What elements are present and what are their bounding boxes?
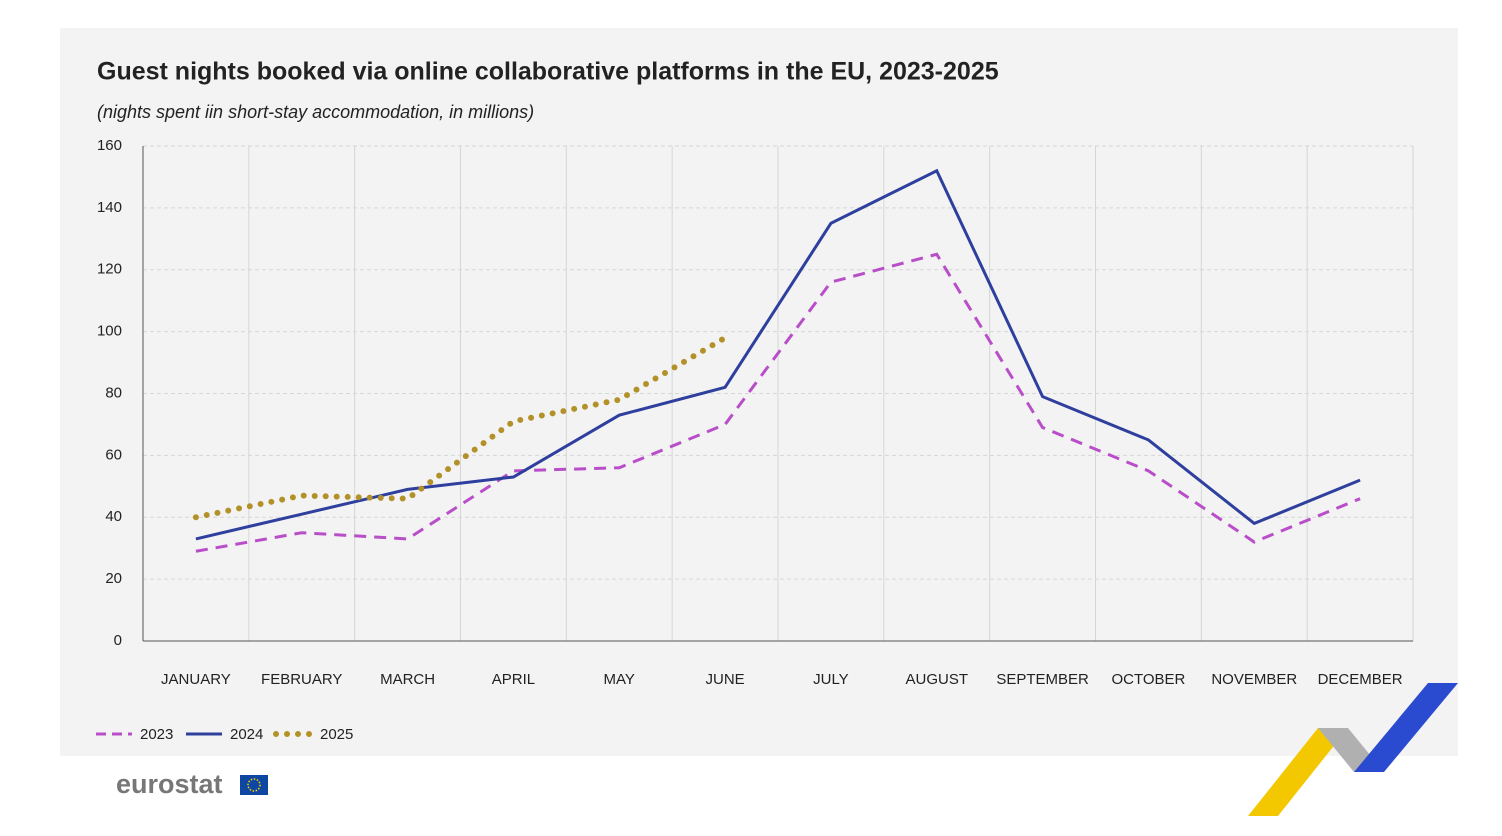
x-tick-label: JUNE (705, 671, 744, 688)
y-tick-label: 40 (105, 508, 122, 525)
x-tick-label: JULY (813, 671, 849, 688)
chart-title: Guest nights booked via online collabora… (97, 58, 999, 86)
x-tick-label: APRIL (492, 671, 535, 688)
x-tick-label: AUGUST (905, 671, 968, 688)
logo-stars (247, 778, 261, 792)
x-tick-label: FEBRUARY (261, 671, 342, 688)
legend-label: 2025 (320, 726, 353, 743)
y-tick-label: 80 (105, 384, 122, 401)
chart-subtitle: (nights spent iin short-stay accommodati… (97, 102, 534, 122)
x-tick-label: MARCH (380, 671, 435, 688)
decor-yellow (1248, 728, 1348, 816)
legend-label: 2024 (230, 726, 263, 743)
x-tick-label: SEPTEMBER (996, 671, 1089, 688)
y-tick-label: 120 (97, 261, 122, 278)
y-tick-label: 100 (97, 323, 122, 340)
series-line (192, 334, 729, 521)
y-tick-label: 160 (97, 137, 122, 154)
series-line (195, 168, 1361, 541)
chart-background (60, 28, 1458, 756)
x-tick-label: NOVEMBER (1211, 671, 1297, 688)
y-tick-label: 60 (105, 446, 122, 463)
x-tick-label: MAY (604, 671, 635, 688)
logo-text: eurostat (116, 769, 223, 799)
logo-flag (240, 775, 268, 795)
y-tick-label: 140 (97, 199, 122, 216)
legend-label: 2023 (140, 726, 173, 743)
x-tick-label: DECEMBER (1318, 671, 1403, 688)
y-tick-label: 20 (105, 570, 122, 587)
y-tick-label: 0 (114, 632, 122, 649)
x-tick-label: OCTOBER (1111, 671, 1185, 688)
decor-blue (1354, 683, 1458, 772)
x-tick-label: JANUARY (161, 671, 231, 688)
series-line (195, 252, 1361, 553)
